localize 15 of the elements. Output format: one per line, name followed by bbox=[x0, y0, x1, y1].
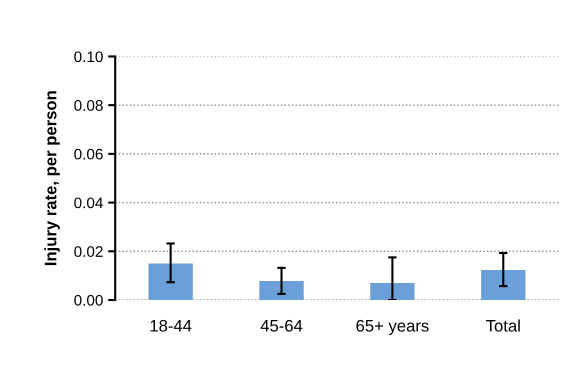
y-axis-title: Injury rate, per person bbox=[44, 91, 60, 266]
x-tick-label: 45-64 bbox=[260, 320, 302, 332]
bar bbox=[148, 263, 193, 300]
bar bbox=[481, 270, 526, 300]
bar bbox=[259, 281, 304, 300]
y-tick-label: 0.08 bbox=[74, 100, 103, 111]
y-tick-label: 0.04 bbox=[74, 197, 103, 208]
y-tick-label: 0.06 bbox=[74, 148, 103, 160]
y-tick-label: 0.00 bbox=[74, 294, 103, 306]
x-tick-label: 18-44 bbox=[150, 320, 192, 332]
x-tick-label: 65+ years bbox=[356, 320, 429, 335]
bar bbox=[370, 282, 415, 300]
y-tick-label: 0.02 bbox=[74, 246, 103, 257]
y-tick-label: 0.10 bbox=[74, 51, 103, 62]
x-tick-label: Total bbox=[486, 319, 520, 332]
